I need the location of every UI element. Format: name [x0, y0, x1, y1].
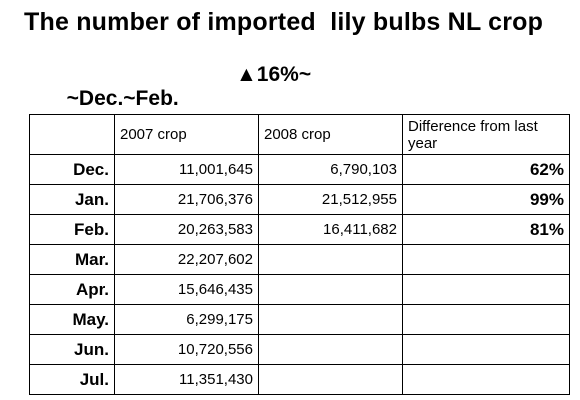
- crop-2007-cell: 11,351,430: [114, 364, 259, 395]
- difference-cell: [402, 304, 570, 335]
- crop-2007-cell: 11,001,645: [114, 154, 259, 185]
- crop-2007-cell: 6,299,175: [114, 304, 259, 335]
- difference-cell: [402, 334, 570, 365]
- difference-cell: 62%: [402, 154, 570, 185]
- subtitle: ~Dec.~Feb. ▲16%~: [55, 63, 311, 135]
- crop-2008-cell: 6,790,103: [258, 154, 403, 185]
- difference-cell: [402, 274, 570, 305]
- table-row: May. 6,299,175: [29, 304, 570, 335]
- page-title: The number of imported lily bulbs NL cro…: [24, 8, 544, 36]
- month-cell: Jun.: [29, 334, 115, 365]
- table-row: Mar. 22,207,602: [29, 244, 570, 275]
- crop-2007-cell: 20,263,583: [114, 214, 259, 245]
- import-table: 2007 crop 2008 crop Difference from last…: [29, 114, 570, 395]
- month-cell: Feb.: [29, 214, 115, 245]
- difference-cell: 81%: [402, 214, 570, 245]
- difference-cell: 99%: [402, 184, 570, 215]
- crop-2008-cell: [258, 334, 403, 365]
- crop-2008-cell: [258, 364, 403, 395]
- month-cell: Jul.: [29, 364, 115, 395]
- header-month: [29, 114, 115, 155]
- table-row: Feb. 20,263,583 16,411,682 81%: [29, 214, 570, 245]
- month-cell: Jan.: [29, 184, 115, 215]
- table-row: Jan. 21,706,376 21,512,955 99%: [29, 184, 570, 215]
- crop-2007-cell: 21,706,376: [114, 184, 259, 215]
- table-header-row: 2007 crop 2008 crop Difference from last…: [29, 114, 570, 155]
- table-row: Dec. 11,001,645 6,790,103 62%: [29, 154, 570, 185]
- month-cell: Dec.: [29, 154, 115, 185]
- crop-2008-cell: [258, 244, 403, 275]
- header-2007-crop: 2007 crop: [114, 114, 259, 155]
- crop-2007-cell: 22,207,602: [114, 244, 259, 275]
- crop-2008-cell: [258, 274, 403, 305]
- crop-2008-cell: [258, 304, 403, 335]
- difference-cell: [402, 244, 570, 275]
- month-cell: Mar.: [29, 244, 115, 275]
- header-difference: Difference from last year: [402, 114, 570, 155]
- period-label: ~Dec.~Feb.: [66, 87, 179, 110]
- table-row: Jul. 11,351,430: [29, 364, 570, 395]
- crop-2008-cell: 16,411,682: [258, 214, 403, 245]
- month-cell: May.: [29, 304, 115, 335]
- change-label: ▲16%~: [236, 63, 312, 86]
- crop-2007-cell: 10,720,556: [114, 334, 259, 365]
- table-row: Apr. 15,646,435: [29, 274, 570, 305]
- header-2008-crop: 2008 crop: [258, 114, 403, 155]
- table-row: Jun. 10,720,556: [29, 334, 570, 365]
- month-cell: Apr.: [29, 274, 115, 305]
- crop-2007-cell: 15,646,435: [114, 274, 259, 305]
- crop-2008-cell: 21,512,955: [258, 184, 403, 215]
- difference-cell: [402, 364, 570, 395]
